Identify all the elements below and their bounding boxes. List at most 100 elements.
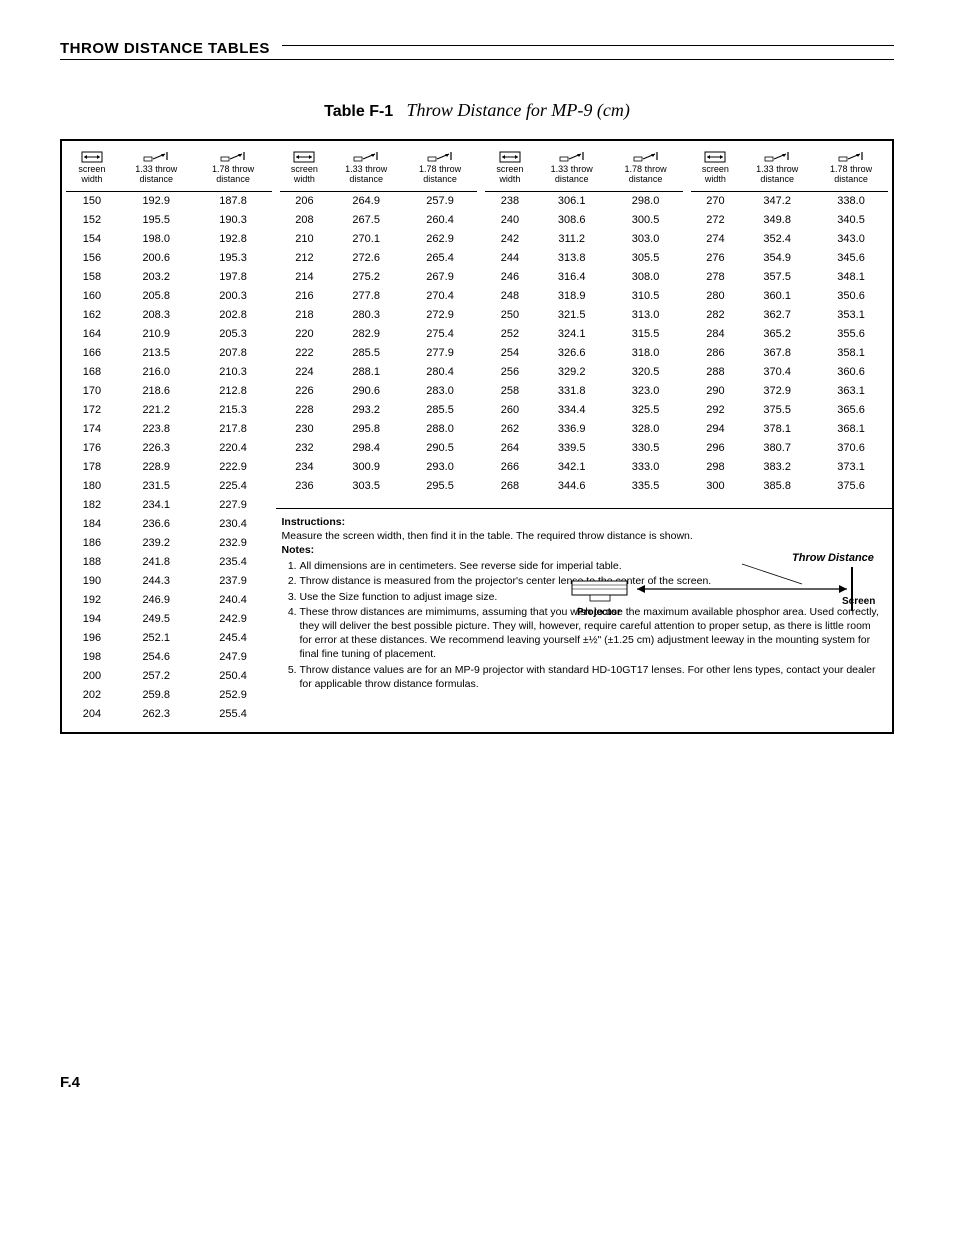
cell-screen-width: 222 xyxy=(280,344,330,363)
cell-178: 220.4 xyxy=(195,439,272,458)
cell-133: 221.2 xyxy=(118,401,195,420)
col-screen-width: screenwidth xyxy=(280,149,330,191)
table-row: 266342.1333.0 xyxy=(485,458,683,477)
cell-screen-width: 278 xyxy=(691,268,741,287)
cell-178: 270.4 xyxy=(403,287,477,306)
table-row: 228293.2285.5 xyxy=(280,401,478,420)
cell-178: 358.1 xyxy=(814,344,888,363)
cell-178: 272.9 xyxy=(403,306,477,325)
cell-screen-width: 286 xyxy=(691,344,741,363)
cell-178: 187.8 xyxy=(195,191,272,211)
cell-screen-width: 268 xyxy=(485,477,535,496)
table-row: 264339.5330.5 xyxy=(485,439,683,458)
cell-133: 321.5 xyxy=(535,306,609,325)
cell-178: 365.6 xyxy=(814,401,888,420)
cell-screen-width: 264 xyxy=(485,439,535,458)
col-screen-width: screenwidth xyxy=(485,149,535,191)
cell-screen-width: 194 xyxy=(66,610,118,629)
cell-178: 227.9 xyxy=(195,496,272,515)
cell-178: 348.1 xyxy=(814,268,888,287)
cell-screen-width: 174 xyxy=(66,420,118,439)
table-row: 236303.5295.5 xyxy=(280,477,478,496)
col-178-throw: 1.78 throwdistance xyxy=(195,149,272,191)
cell-screen-width: 250 xyxy=(485,306,535,325)
cell-screen-width: 192 xyxy=(66,591,118,610)
cell-178: 237.9 xyxy=(195,572,272,591)
table-row: 216277.8270.4 xyxy=(280,287,478,306)
table-row: 244313.8305.5 xyxy=(485,249,683,268)
cell-178: 275.4 xyxy=(403,325,477,344)
cell-178: 375.6 xyxy=(814,477,888,496)
cell-178: 257.9 xyxy=(403,191,477,211)
cell-133: 252.1 xyxy=(118,629,195,648)
cell-178: 345.6 xyxy=(814,249,888,268)
table-row: 200257.2250.4 xyxy=(66,667,272,686)
table-row: 184236.6230.4 xyxy=(66,515,272,534)
table-row: 294378.1368.1 xyxy=(691,420,889,439)
table-row: 270347.2338.0 xyxy=(691,191,889,211)
table-row: 256329.2320.5 xyxy=(485,363,683,382)
cell-133: 362.7 xyxy=(740,306,814,325)
cell-screen-width: 202 xyxy=(66,686,118,705)
cell-screen-width: 196 xyxy=(66,629,118,648)
cell-178: 247.9 xyxy=(195,648,272,667)
table-frame: screenwidth1.33 throwdistance1.78 throwd… xyxy=(60,139,894,734)
cell-screen-width: 240 xyxy=(485,211,535,230)
cell-178: 368.1 xyxy=(814,420,888,439)
cell-178: 290.5 xyxy=(403,439,477,458)
table-section-4: screenwidth1.33 throwdistance1.78 throwd… xyxy=(687,141,893,504)
cell-screen-width: 206 xyxy=(280,191,330,211)
cell-screen-width: 236 xyxy=(280,477,330,496)
table-row: 164210.9205.3 xyxy=(66,325,272,344)
cell-133: 270.1 xyxy=(329,230,403,249)
cell-133: 203.2 xyxy=(118,268,195,287)
cell-133: 226.3 xyxy=(118,439,195,458)
table-row: 296380.7370.6 xyxy=(691,439,889,458)
notes-block: Instructions: Measure the screen width, … xyxy=(276,508,893,698)
cell-178: 192.8 xyxy=(195,230,272,249)
data-table: screenwidth1.33 throwdistance1.78 throwd… xyxy=(66,149,272,724)
cell-178: 200.3 xyxy=(195,287,272,306)
cell-133: 313.8 xyxy=(535,249,609,268)
cell-133: 198.0 xyxy=(118,230,195,249)
cell-133: 383.2 xyxy=(740,458,814,477)
table-row: 176226.3220.4 xyxy=(66,439,272,458)
table-caption: Throw Distance for MP-9 (cm) xyxy=(407,100,630,120)
cell-screen-width: 208 xyxy=(280,211,330,230)
table-row: 186239.2232.9 xyxy=(66,534,272,553)
right-block: screenwidth1.33 throwdistance1.78 throwd… xyxy=(276,141,893,732)
table-title: Table F-1 Throw Distance for MP-9 (cm) xyxy=(60,100,894,121)
cell-178: 303.0 xyxy=(609,230,683,249)
cell-133: 326.6 xyxy=(535,344,609,363)
col-133-throw: 1.33 throwdistance xyxy=(329,149,403,191)
table-row: 214275.2267.9 xyxy=(280,268,478,287)
cell-178: 293.0 xyxy=(403,458,477,477)
table-row: 172221.2215.3 xyxy=(66,401,272,420)
cell-178: 328.0 xyxy=(609,420,683,439)
table-row: 232298.4290.5 xyxy=(280,439,478,458)
table-row: 182234.1227.9 xyxy=(66,496,272,515)
cell-133: 318.9 xyxy=(535,287,609,306)
cell-133: 257.2 xyxy=(118,667,195,686)
cell-133: 298.4 xyxy=(329,439,403,458)
table-row: 260334.4325.5 xyxy=(485,401,683,420)
cell-screen-width: 190 xyxy=(66,572,118,591)
table-row: 254326.6318.0 xyxy=(485,344,683,363)
cell-screen-width: 184 xyxy=(66,515,118,534)
cell-screen-width: 170 xyxy=(66,382,118,401)
cell-178: 343.0 xyxy=(814,230,888,249)
table-row: 180231.5225.4 xyxy=(66,477,272,496)
table-number: Table F-1 xyxy=(324,103,393,120)
cell-screen-width: 294 xyxy=(691,420,741,439)
cell-screen-width: 168 xyxy=(66,363,118,382)
cell-133: 336.9 xyxy=(535,420,609,439)
cell-178: 240.4 xyxy=(195,591,272,610)
cell-133: 347.2 xyxy=(740,191,814,211)
cell-screen-width: 214 xyxy=(280,268,330,287)
cell-178: 215.3 xyxy=(195,401,272,420)
table-row: 290372.9363.1 xyxy=(691,382,889,401)
cell-133: 254.6 xyxy=(118,648,195,667)
cell-178: 265.4 xyxy=(403,249,477,268)
cell-133: 195.5 xyxy=(118,211,195,230)
table-row: 218280.3272.9 xyxy=(280,306,478,325)
